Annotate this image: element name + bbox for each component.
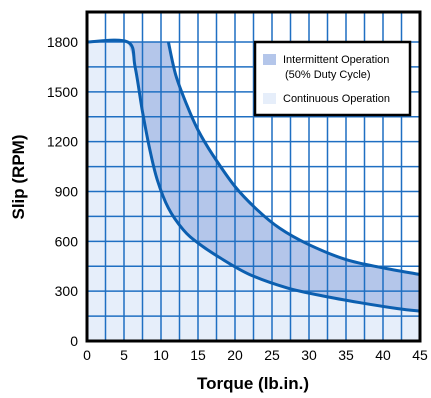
x-axis-title: Torque (lb.in.) bbox=[197, 374, 309, 393]
y-tick-label: 600 bbox=[55, 233, 79, 249]
legend-swatch-intermittent bbox=[263, 54, 276, 65]
x-tick-label: 30 bbox=[301, 347, 317, 363]
legend: Intermittent Operation (50% Duty Cycle) … bbox=[253, 40, 412, 117]
x-tick-label: 25 bbox=[264, 347, 280, 363]
x-tick-label: 35 bbox=[338, 347, 354, 363]
y-tick-label: 1200 bbox=[47, 134, 78, 150]
legend-label-intermittent: Intermittent Operation bbox=[283, 54, 389, 66]
x-tick-label: 5 bbox=[120, 347, 128, 363]
y-tick-label: 300 bbox=[55, 283, 79, 299]
x-tick-label: 45 bbox=[412, 347, 428, 363]
x-tick-label: 15 bbox=[190, 347, 206, 363]
plot-frame bbox=[85, 10, 422, 343]
y-tick-labels: 0 300 600 900 1200 1500 1800 bbox=[47, 34, 78, 349]
intermittent-curve bbox=[166, 41, 421, 277]
x-tick-labels: 0 5 10 15 20 25 30 35 40 45 bbox=[83, 347, 428, 363]
x-tick-label: 20 bbox=[227, 347, 243, 363]
continuous-curve bbox=[86, 38, 421, 313]
y-axis-title: Slip (RPM) bbox=[9, 135, 28, 220]
legend-box bbox=[253, 40, 412, 117]
y-tick-label: 1500 bbox=[47, 84, 78, 100]
series-curves bbox=[86, 38, 421, 313]
y-tick-label: 1800 bbox=[47, 34, 78, 50]
x-tick-label: 0 bbox=[83, 347, 91, 363]
legend-label-continuous: Continuous Operation bbox=[283, 93, 390, 105]
x-tick-label: 10 bbox=[153, 347, 169, 363]
y-tick-label: 900 bbox=[55, 184, 79, 200]
legend-label-intermittent-duty: (50% Duty Cycle) bbox=[285, 69, 371, 81]
legend-swatch-continuous bbox=[263, 93, 276, 104]
x-tick-label: 40 bbox=[375, 347, 391, 363]
y-tick-label: 0 bbox=[70, 333, 78, 349]
